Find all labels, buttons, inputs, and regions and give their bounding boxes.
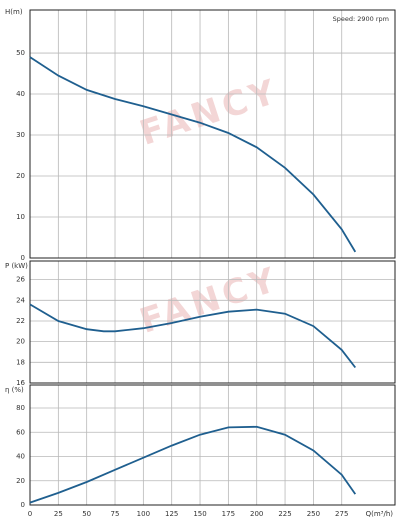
- x-tick-label: 100: [137, 510, 150, 518]
- y-axis-label: η (%): [5, 386, 24, 394]
- y-tick-label: 10: [16, 213, 25, 221]
- x-tick-label: 25: [54, 510, 63, 518]
- y-tick-label: 30: [16, 131, 25, 139]
- y-tick-label: 80: [16, 404, 25, 412]
- y-axis-label: H(m): [5, 8, 23, 16]
- x-tick-label: 150: [193, 510, 206, 518]
- y-tick-label: 50: [16, 49, 25, 57]
- y-tick-label: 16: [16, 379, 25, 387]
- y-tick-label: 60: [16, 428, 25, 436]
- x-tick-label: 250: [307, 510, 320, 518]
- y-tick-label: 20: [16, 477, 25, 485]
- y-tick-label: 0: [21, 501, 25, 509]
- x-tick-label: 0: [28, 510, 32, 518]
- plot-frame: [29, 9, 396, 259]
- x-tick-label: 175: [222, 510, 235, 518]
- y-tick-label: 24: [16, 296, 25, 304]
- y-tick-label: 20: [16, 338, 25, 346]
- curve: [29, 303, 357, 369]
- x-tick-label: 50: [82, 510, 91, 518]
- y-axis-label: P (kW): [5, 262, 28, 270]
- y-tick-label: 22: [16, 317, 25, 325]
- curve: [29, 425, 357, 504]
- plot-frame: [29, 384, 396, 506]
- x-tick-label: 225: [278, 510, 291, 518]
- y-tick-label: 0: [21, 254, 25, 262]
- watermark: FANCY: [135, 71, 284, 153]
- x-tick-label: 275: [335, 510, 348, 518]
- x-tick-label: 125: [165, 510, 178, 518]
- y-tick-label: 26: [16, 276, 25, 284]
- annotation: Speed: 2900 rpm: [333, 15, 389, 23]
- y-tick-label: 18: [16, 358, 25, 366]
- x-tick-label: 200: [250, 510, 263, 518]
- y-tick-label: 40: [16, 453, 25, 461]
- x-axis-label: Q(m³/h): [366, 510, 394, 518]
- x-tick-label: 75: [111, 510, 120, 518]
- plot-frame: [29, 260, 396, 384]
- curve: [29, 56, 357, 253]
- y-tick-label: 20: [16, 172, 25, 180]
- y-tick-label: 40: [16, 90, 25, 98]
